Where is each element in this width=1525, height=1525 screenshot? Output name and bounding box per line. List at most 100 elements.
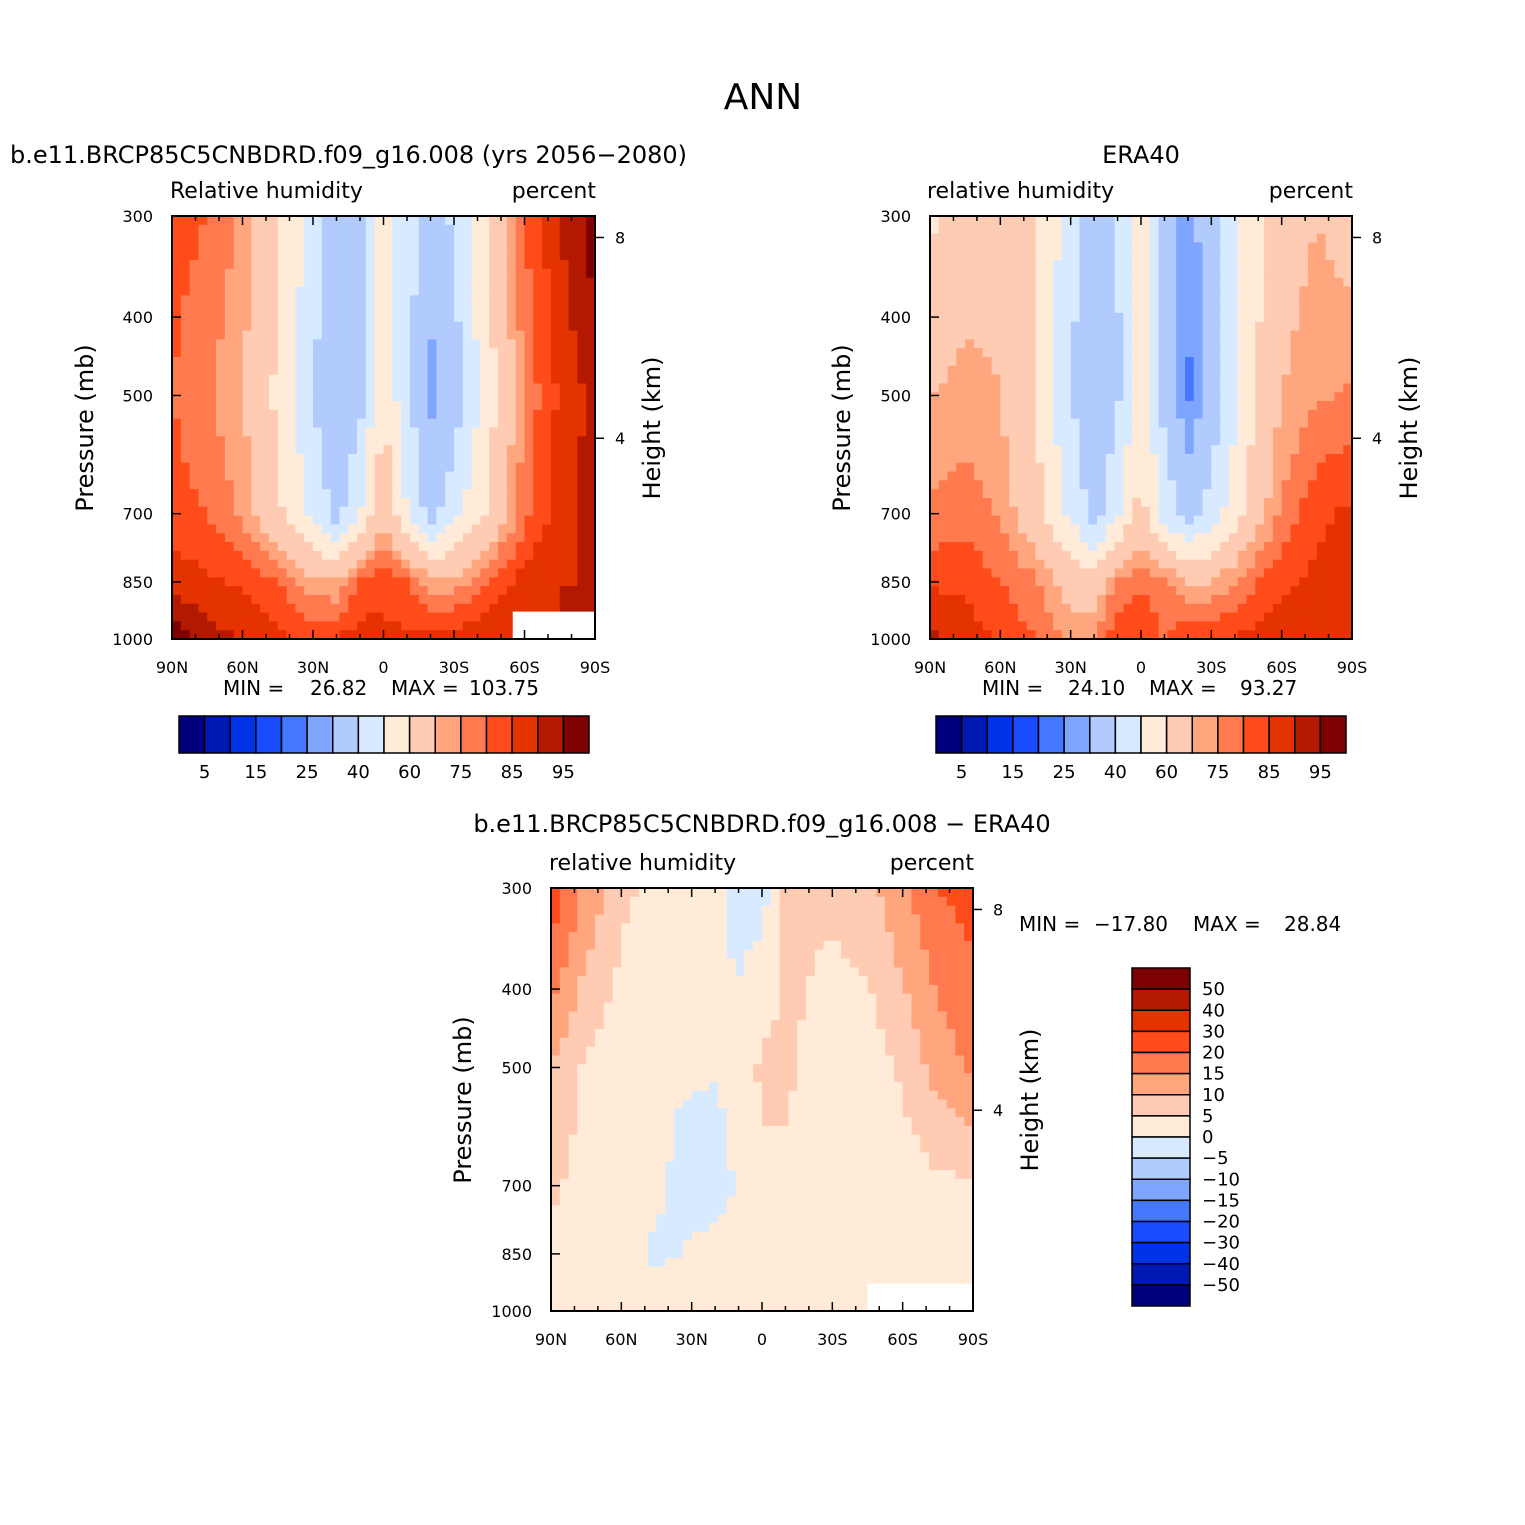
contour-cell — [797, 905, 807, 916]
contour-cell — [489, 445, 499, 455]
contour-cell — [849, 888, 860, 898]
contour-cell — [1316, 577, 1327, 587]
contour-cell — [330, 295, 341, 305]
contour-cell — [1237, 568, 1248, 578]
contour-cell — [559, 233, 570, 244]
contour-cell — [418, 216, 429, 226]
contour-cell — [409, 392, 420, 402]
contour-cell — [480, 550, 490, 561]
contour-cell — [480, 489, 490, 499]
contour-cell — [542, 357, 552, 367]
contour-cell — [198, 286, 208, 296]
contour-cell — [1035, 630, 1045, 640]
contour-cell — [1061, 348, 1072, 358]
contour-cell — [295, 498, 305, 508]
contour-cell — [1061, 621, 1072, 631]
contour-cell — [1308, 489, 1318, 499]
contour-cell — [462, 321, 473, 332]
contour-cell — [965, 445, 975, 455]
contour-cell — [1334, 498, 1344, 508]
contour-cell — [462, 489, 473, 499]
contour-cell — [216, 409, 226, 420]
contour-cell — [1017, 506, 1028, 517]
contour-cell — [436, 365, 446, 376]
contour-cell — [321, 233, 332, 244]
contour-cell — [436, 630, 446, 640]
contour-cell — [1158, 401, 1168, 411]
contour-cell — [401, 330, 411, 340]
contour-cell — [982, 409, 993, 420]
contour-cell — [1088, 409, 1098, 420]
colorbar-swatch — [960, 715, 988, 754]
contour-cell — [1000, 559, 1010, 570]
contour-cell — [1246, 630, 1256, 640]
contour-cell — [982, 506, 993, 517]
contour-cell — [1255, 383, 1265, 393]
contour-cell — [1079, 418, 1089, 429]
contour-cell — [286, 392, 296, 402]
contour-cell — [454, 233, 464, 244]
contour-cell — [198, 277, 208, 288]
contour-cell — [991, 550, 1001, 561]
contour-cell — [982, 533, 993, 543]
contour-cell — [277, 268, 288, 279]
contour-cell — [1211, 506, 1221, 517]
contour-cell — [471, 577, 482, 587]
contour-cell — [286, 436, 296, 446]
contour-cell — [982, 436, 993, 446]
contour-cell — [268, 515, 279, 526]
contour-cell — [1237, 462, 1248, 473]
contour-cell — [524, 312, 534, 323]
contour-cell — [401, 594, 411, 605]
contour-cell — [268, 268, 279, 279]
contour-cell — [480, 277, 490, 288]
contour-cell — [498, 480, 508, 490]
contour-cell — [1017, 401, 1028, 411]
contour-cell — [348, 374, 358, 385]
contour-cell — [515, 401, 526, 411]
contour-cell — [365, 436, 376, 446]
contour-cell — [436, 524, 446, 534]
contour-cell — [577, 233, 587, 244]
contour-cell — [1325, 533, 1336, 543]
contour-cell — [1061, 365, 1072, 376]
contour-cell — [260, 365, 270, 376]
contour-cell — [480, 339, 490, 349]
contour-cell — [1105, 242, 1116, 252]
contour-cell — [1211, 550, 1221, 561]
contour-cell — [1176, 401, 1186, 411]
contour-cell — [1299, 612, 1309, 622]
contour-cell — [348, 260, 358, 270]
contour-cell — [1228, 233, 1239, 244]
contour-cell — [383, 242, 393, 252]
contour-cell — [1114, 251, 1125, 261]
contour-cell — [1167, 436, 1177, 446]
contour-cell — [1343, 506, 1353, 517]
contour-cell — [735, 896, 746, 907]
contour-cell — [1061, 321, 1072, 332]
contour-cell — [489, 224, 499, 235]
contour-cell — [1176, 542, 1186, 552]
y-tick-label: 300 — [122, 207, 153, 226]
contour-cell — [480, 603, 490, 614]
contour-cell — [1308, 515, 1318, 526]
contour-cell — [1123, 401, 1133, 411]
contour-cell — [1272, 392, 1283, 402]
colorbar-swatch — [1063, 715, 1091, 754]
contour-cell — [277, 594, 288, 605]
contour-cell — [1220, 330, 1230, 340]
contour-cell — [260, 286, 270, 296]
contour-cell — [568, 233, 578, 244]
contour-cell — [1299, 295, 1309, 305]
contour-cell — [198, 542, 208, 552]
contour-cell — [930, 357, 940, 367]
contour-cell — [480, 304, 490, 314]
contour-cell — [1308, 427, 1318, 437]
contour-cell — [1088, 568, 1098, 578]
contour-cell — [471, 586, 482, 596]
contour-cell — [172, 295, 182, 305]
contour-cell — [1202, 216, 1212, 226]
contour-cell — [1281, 418, 1292, 429]
contour-cell — [550, 515, 561, 526]
contour-cell — [973, 445, 984, 455]
